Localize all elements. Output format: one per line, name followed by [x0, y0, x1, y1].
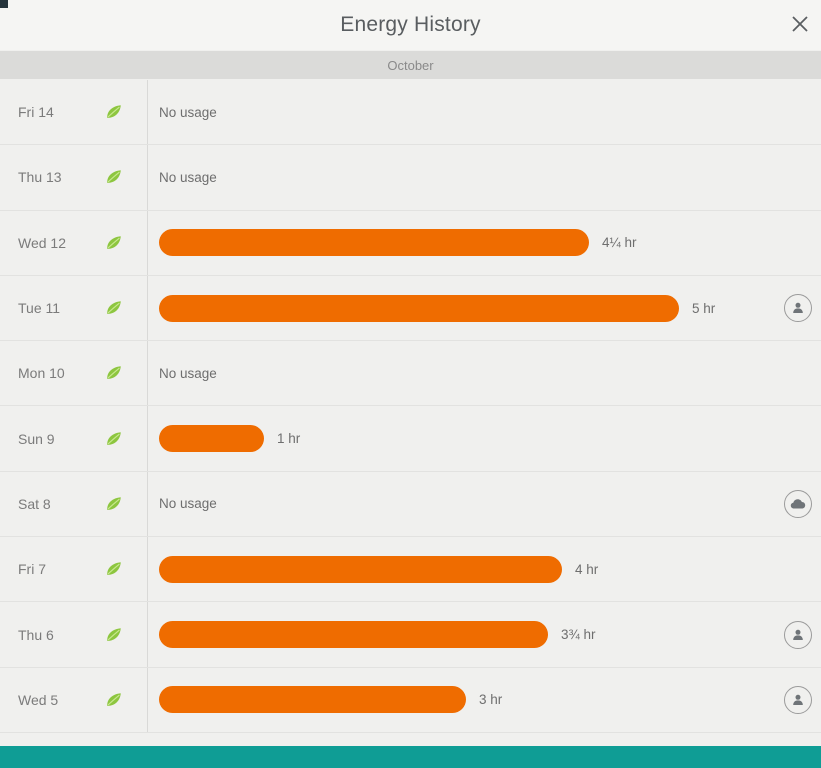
leaf-icon [105, 495, 123, 513]
day-column: Mon 10 [0, 341, 148, 406]
usage-bar [159, 621, 548, 649]
usage-cell: No usage [148, 366, 821, 381]
close-button[interactable] [783, 8, 817, 42]
day-column: Wed 5 [0, 667, 148, 732]
leaf-icon [105, 234, 123, 252]
month-label: October [387, 57, 434, 73]
day-label: Wed 12 [18, 234, 66, 251]
usage-bar-group: 1 hr [159, 425, 301, 453]
day-label: Tue 11 [18, 300, 61, 317]
leaf-icon [105, 364, 123, 382]
person-icon [791, 628, 805, 642]
leaf-icon [105, 299, 123, 317]
usage-cell: 3 hr [148, 686, 821, 714]
day-label: Wed 5 [18, 691, 59, 708]
day-row[interactable]: Sat 8 No usage [0, 471, 821, 538]
month-band: October [0, 51, 821, 79]
usage-bar-group: 3 hr [159, 686, 503, 714]
day-label: Sat 8 [18, 495, 51, 512]
day-row[interactable]: Wed 12 4¼ hr [0, 210, 821, 276]
day-label: Fri 14 [18, 104, 54, 121]
no-usage-label: No usage [159, 496, 217, 512]
usage-bar [159, 229, 589, 257]
day-label: Thu 13 [18, 169, 62, 186]
day-row[interactable]: Wed 5 3 hr [0, 667, 821, 733]
day-column: Thu 6 [0, 602, 148, 667]
usage-bar [159, 425, 264, 453]
modal-header: Energy History [0, 0, 821, 50]
page-title: Energy History [340, 13, 481, 36]
no-usage-label: No usage [159, 365, 217, 381]
event-icon-circle[interactable] [784, 620, 812, 649]
usage-bar [159, 686, 466, 714]
no-usage-label: No usage [159, 169, 217, 185]
usage-bar-group: 3¾ hr [159, 621, 596, 649]
energy-history-list: Fri 14 No usage Thu 13 No usage [0, 80, 821, 733]
usage-cell: 4¼ hr [148, 229, 821, 257]
footer-accent-bar [0, 746, 821, 768]
day-column: Sun 9 [0, 406, 148, 471]
day-row[interactable]: Mon 10 No usage [0, 341, 821, 407]
person-icon [791, 301, 805, 315]
leaf-icon [105, 168, 123, 186]
leaf-icon [105, 560, 123, 578]
leaf-icon [105, 430, 123, 448]
day-label: Sun 9 [18, 430, 55, 447]
cloud-icon [790, 498, 806, 509]
day-column: Sat 8 [0, 471, 148, 537]
day-label: Thu 6 [18, 626, 54, 643]
day-column: Fri 7 [0, 537, 148, 602]
duration-label: 3¾ hr [561, 627, 596, 643]
day-row[interactable]: Fri 14 No usage [0, 80, 821, 146]
day-label: Fri 7 [18, 561, 46, 578]
day-column: Fri 14 [0, 80, 148, 145]
leaf-icon [105, 103, 123, 121]
usage-bar [159, 294, 679, 322]
event-icon-circle[interactable] [784, 294, 812, 323]
no-usage-label: No usage [159, 104, 217, 120]
day-column: Tue 11 [0, 275, 148, 341]
usage-cell: 1 hr [148, 425, 821, 453]
usage-cell: No usage [148, 170, 821, 185]
event-icon-circle[interactable] [784, 489, 812, 518]
usage-bar-group: 5 hr [159, 294, 716, 322]
day-row[interactable]: Thu 13 No usage [0, 145, 821, 211]
usage-bar [159, 555, 562, 583]
person-icon [791, 693, 805, 707]
duration-label: 1 hr [277, 431, 301, 447]
day-column: Wed 12 [0, 210, 148, 275]
day-row[interactable]: Fri 7 4 hr [0, 537, 821, 603]
usage-cell: No usage [148, 496, 821, 511]
duration-label: 5 hr [692, 300, 716, 316]
day-row[interactable]: Thu 6 3¾ hr [0, 602, 821, 668]
day-row[interactable]: Sun 9 1 hr [0, 406, 821, 472]
usage-cell: 4 hr [148, 555, 821, 583]
close-icon [789, 13, 811, 38]
leaf-icon [105, 626, 123, 644]
usage-cell: No usage [148, 105, 821, 120]
day-column: Thu 13 [0, 145, 148, 210]
usage-cell: 5 hr [148, 294, 821, 322]
duration-label: 4 hr [575, 561, 599, 577]
duration-label: 4¼ hr [602, 235, 637, 251]
corner-artifact [0, 0, 8, 8]
usage-bar-group: 4 hr [159, 555, 599, 583]
usage-cell: 3¾ hr [148, 621, 821, 649]
duration-label: 3 hr [479, 692, 503, 708]
event-icon-circle[interactable] [784, 685, 812, 714]
usage-bar-group: 4¼ hr [159, 229, 637, 257]
day-label: Mon 10 [18, 365, 65, 382]
leaf-icon [105, 691, 123, 709]
day-row[interactable]: Tue 11 5 hr [0, 275, 821, 342]
